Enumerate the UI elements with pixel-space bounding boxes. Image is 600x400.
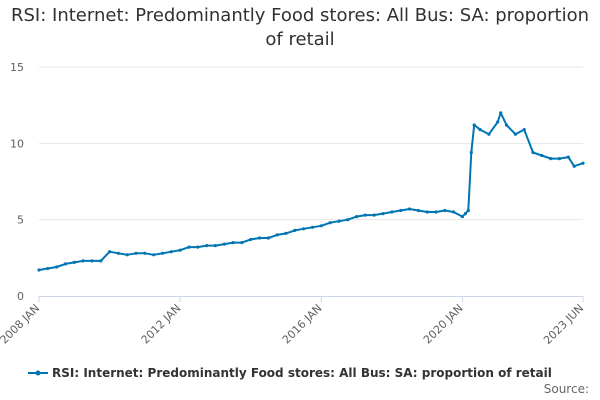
chart-title: RSI: Internet: Predominantly Food stores… xyxy=(11,5,589,50)
data-point[interactable] xyxy=(81,259,85,263)
data-point[interactable] xyxy=(108,250,112,254)
data-point[interactable] xyxy=(72,260,76,264)
data-point[interactable] xyxy=(460,215,464,219)
data-point[interactable] xyxy=(399,208,403,213)
gridlines xyxy=(39,66,583,221)
data-point[interactable] xyxy=(472,123,476,127)
data-point[interactable] xyxy=(152,253,156,257)
data-point[interactable] xyxy=(99,259,103,263)
x-tick-label: 2023 JUN xyxy=(541,302,586,347)
data-point[interactable] xyxy=(143,251,147,255)
data-point[interactable] xyxy=(160,251,165,255)
x-tick-label: 2008 JAN xyxy=(0,302,42,347)
data-point[interactable] xyxy=(363,213,367,217)
y-tick-label: 0 xyxy=(17,290,24,303)
series-line xyxy=(38,111,584,271)
data-point[interactable] xyxy=(63,262,68,266)
data-point[interactable] xyxy=(531,150,535,155)
data-point[interactable] xyxy=(452,210,456,214)
data-point[interactable] xyxy=(293,228,297,232)
data-point[interactable] xyxy=(463,212,467,216)
data-point[interactable] xyxy=(328,221,332,225)
data-point[interactable] xyxy=(469,150,473,155)
data-point[interactable] xyxy=(416,208,420,213)
data-point[interactable] xyxy=(240,241,244,245)
data-point[interactable] xyxy=(205,244,209,248)
data-point[interactable] xyxy=(310,225,315,229)
data-point[interactable] xyxy=(169,250,173,254)
data-point[interactable] xyxy=(337,219,341,223)
data-point[interactable] xyxy=(187,245,191,249)
legend-label: RSI: Internet: Predominantly Food stores… xyxy=(52,366,552,380)
data-point[interactable] xyxy=(381,212,385,216)
data-point[interactable] xyxy=(390,210,394,214)
data-point[interactable] xyxy=(222,242,226,246)
data-point[interactable] xyxy=(407,207,412,211)
data-point[interactable] xyxy=(513,132,518,136)
series-layer xyxy=(37,111,585,272)
data-point[interactable] xyxy=(434,210,438,214)
data-point[interactable] xyxy=(302,227,306,231)
data-point[interactable] xyxy=(284,231,288,235)
x-tick-label: 2012 JAN xyxy=(139,302,184,347)
data-point[interactable] xyxy=(257,236,262,240)
x-tick-label: 2016 JAN xyxy=(280,302,325,347)
data-point[interactable] xyxy=(178,248,182,252)
legend[interactable]: RSI: Internet: Predominantly Food stores… xyxy=(28,366,552,380)
data-point[interactable] xyxy=(566,155,570,159)
data-point[interactable] xyxy=(581,161,585,165)
data-point[interactable] xyxy=(231,241,235,245)
data-point[interactable] xyxy=(116,251,120,255)
data-point[interactable] xyxy=(196,245,200,249)
data-point[interactable] xyxy=(275,233,279,237)
source-label: Source: xyxy=(544,382,589,396)
data-point[interactable] xyxy=(522,128,526,132)
data-point[interactable] xyxy=(125,253,129,257)
data-point[interactable] xyxy=(249,237,253,242)
data-point[interactable] xyxy=(37,268,41,272)
data-point[interactable] xyxy=(90,259,94,263)
y-tick-label: 5 xyxy=(17,214,24,227)
x-tick-label: 2020 JAN xyxy=(421,302,466,347)
data-point[interactable] xyxy=(499,111,503,115)
data-point[interactable] xyxy=(425,210,429,214)
data-point[interactable] xyxy=(496,120,500,124)
data-point[interactable] xyxy=(346,218,350,222)
axes: 0 5 10 15 2008 JAN 2012 JAN 2016 JAN 2020 JAN 20… xyxy=(0,61,586,347)
data-point[interactable] xyxy=(540,153,544,158)
y-tick-label: 10 xyxy=(10,137,24,150)
legend-marker-swatch xyxy=(35,370,41,376)
data-point[interactable] xyxy=(213,244,217,248)
data-point[interactable] xyxy=(487,132,491,136)
data-point[interactable] xyxy=(55,265,59,269)
data-point[interactable] xyxy=(46,266,50,271)
data-point[interactable] xyxy=(319,224,323,228)
data-point[interactable] xyxy=(466,208,470,213)
data-point[interactable] xyxy=(557,157,562,161)
data-point[interactable] xyxy=(443,208,447,213)
data-point[interactable] xyxy=(372,213,376,217)
data-point[interactable] xyxy=(572,164,576,168)
data-point[interactable] xyxy=(355,215,359,219)
data-point[interactable] xyxy=(549,157,553,161)
data-point[interactable] xyxy=(504,123,509,127)
y-tick-label: 15 xyxy=(10,61,24,74)
data-point[interactable] xyxy=(266,236,270,240)
data-point[interactable] xyxy=(134,251,138,255)
data-point[interactable] xyxy=(478,128,482,132)
